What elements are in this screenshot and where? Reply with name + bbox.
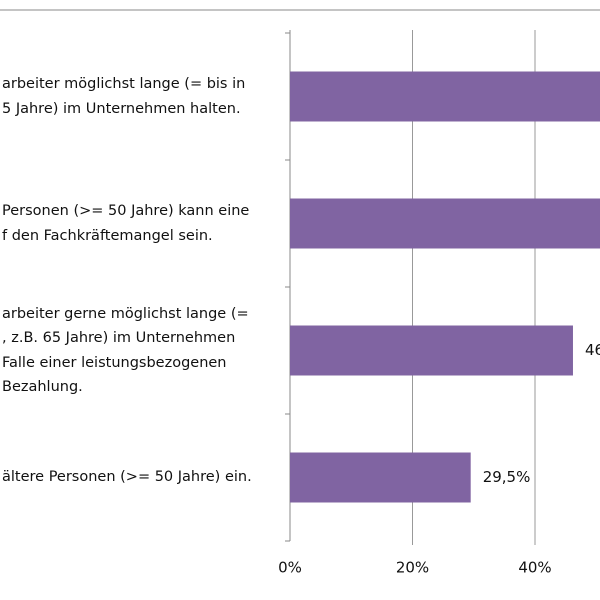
category-label-box: ältere Personen (>= 50 Jahre) ein. (2, 469, 252, 486)
data-label: 29,5% (483, 468, 531, 486)
data-label: 46,2% (585, 341, 600, 359)
bar (290, 452, 471, 503)
category-label-box: Personen (>= 50 Jahre) kann eine f den F… (2, 203, 250, 244)
x-tick-label: 20% (396, 559, 429, 577)
category-label-box: arbeiter gerne möglichst lange (= , z.B.… (2, 305, 249, 396)
bar (290, 325, 573, 376)
bar (290, 71, 600, 122)
category-label: Personen (>= 50 Jahre) kann eine f den F… (2, 203, 250, 244)
x-tick-label: 40% (518, 559, 551, 577)
category-label: arbeiter gerne möglichst lange (= , z.B.… (2, 305, 249, 396)
x-tick-label: 0% (278, 559, 302, 577)
category-label-box: arbeiter möglichst lange (= bis in 5 Jah… (2, 76, 246, 117)
category-label: arbeiter möglichst lange (= bis in 5 Jah… (2, 76, 246, 117)
category-label: ältere Personen (>= 50 Jahre) ein. (2, 469, 252, 486)
bar (290, 198, 600, 249)
